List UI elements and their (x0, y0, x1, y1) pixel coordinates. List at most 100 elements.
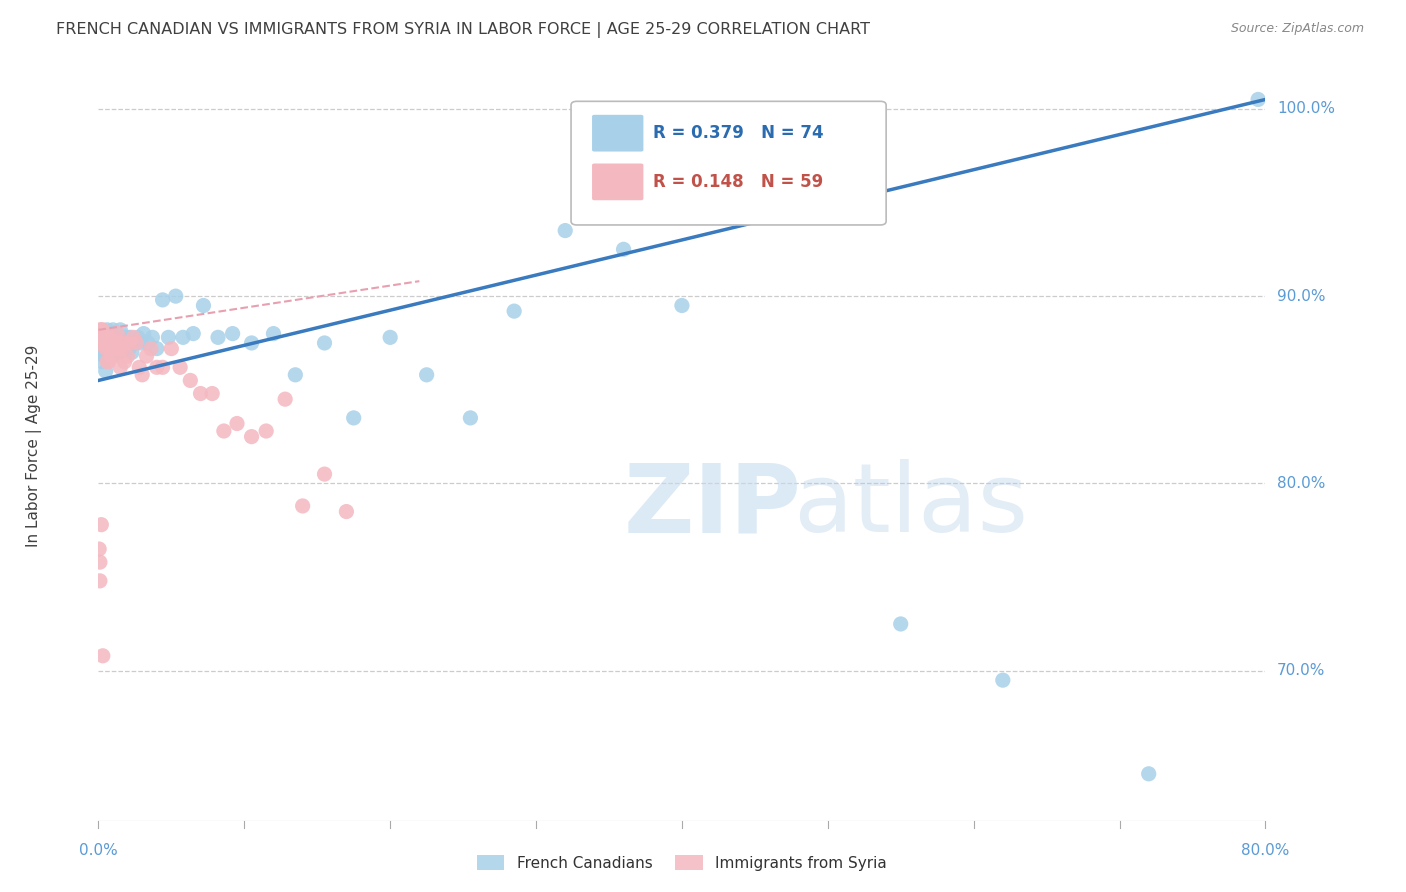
Point (100, 349, 122, 363)
Point (671, 299, 693, 313)
Point (98, 336, 121, 351)
Point (146, 342, 169, 356)
Point (90, 330, 112, 344)
Point (111, 342, 134, 356)
Point (117, 349, 139, 363)
Text: 70.0%: 70.0% (1277, 664, 1326, 678)
Point (105, 330, 128, 344)
Point (90, 334, 112, 348)
Point (120, 336, 142, 351)
Point (127, 330, 149, 344)
Point (91, 326, 114, 341)
Point (101, 323, 124, 337)
Point (108, 345, 131, 359)
Point (89, 574, 111, 588)
Point (141, 330, 163, 344)
Point (103, 330, 125, 344)
Point (991, 673, 1014, 688)
Point (179, 374, 201, 388)
Point (160, 342, 183, 356)
Point (115, 336, 138, 351)
Point (91, 342, 114, 356)
Point (91, 345, 114, 359)
Point (101, 336, 124, 351)
Point (125, 336, 148, 351)
Point (207, 330, 229, 344)
Point (93, 349, 115, 363)
Point (94, 330, 117, 344)
Point (181, 326, 204, 341)
Text: 90.0%: 90.0% (1277, 289, 1326, 303)
Point (135, 349, 157, 363)
Point (101, 349, 124, 363)
Point (132, 326, 155, 341)
Point (291, 499, 314, 513)
Point (120, 330, 142, 344)
Point (131, 368, 153, 382)
Point (240, 336, 263, 351)
Point (190, 386, 212, 401)
Point (91, 648, 114, 663)
Point (460, 411, 482, 425)
Point (96, 349, 118, 363)
Point (152, 293, 174, 307)
Point (97, 345, 120, 359)
Point (101, 336, 124, 351)
Point (104, 326, 127, 341)
Text: 100.0%: 100.0% (1277, 102, 1336, 116)
Text: R = 0.379   N = 74: R = 0.379 N = 74 (652, 124, 824, 142)
Point (114, 330, 136, 344)
Point (93, 336, 115, 351)
Point (91, 323, 114, 337)
Point (254, 424, 277, 438)
Text: ZIP: ZIP (624, 459, 801, 552)
Point (193, 299, 215, 313)
Point (90, 336, 112, 351)
Point (314, 467, 336, 482)
Point (240, 430, 263, 444)
Point (201, 386, 224, 401)
Point (110, 360, 132, 375)
Point (105, 326, 128, 341)
Point (152, 360, 174, 375)
Point (94, 364, 117, 378)
Point (98, 342, 121, 356)
Point (284, 368, 307, 382)
FancyBboxPatch shape (571, 102, 886, 225)
Point (98, 336, 121, 351)
Point (121, 345, 143, 359)
Point (1247, 93, 1270, 107)
Point (112, 342, 135, 356)
Point (97, 355, 120, 369)
Text: 80.0%: 80.0% (1277, 476, 1326, 491)
Point (104, 342, 127, 356)
Legend: French Canadians, Immigrants from Syria: French Canadians, Immigrants from Syria (471, 848, 893, 877)
Point (110, 336, 132, 351)
Point (90, 323, 112, 337)
Point (314, 336, 336, 351)
Point (105, 342, 128, 356)
Point (890, 617, 912, 632)
Point (89, 555, 111, 569)
Point (380, 330, 402, 344)
Point (108, 336, 131, 351)
Point (100, 330, 122, 344)
Text: R = 0.148   N = 59: R = 0.148 N = 59 (652, 172, 823, 191)
Point (157, 330, 180, 344)
Point (100, 349, 122, 363)
Point (114, 355, 136, 369)
Point (96, 336, 118, 351)
Point (117, 330, 139, 344)
Point (96, 355, 118, 369)
Point (93, 336, 115, 351)
Point (274, 392, 297, 407)
Point (96, 342, 118, 356)
Point (172, 330, 194, 344)
Point (97, 336, 120, 351)
Point (165, 289, 187, 303)
Point (90, 517, 112, 532)
FancyBboxPatch shape (592, 115, 644, 152)
Point (146, 360, 169, 375)
Text: 80.0%: 80.0% (1241, 843, 1289, 858)
Text: In Labor Force | Age 25-29: In Labor Force | Age 25-29 (27, 345, 42, 547)
